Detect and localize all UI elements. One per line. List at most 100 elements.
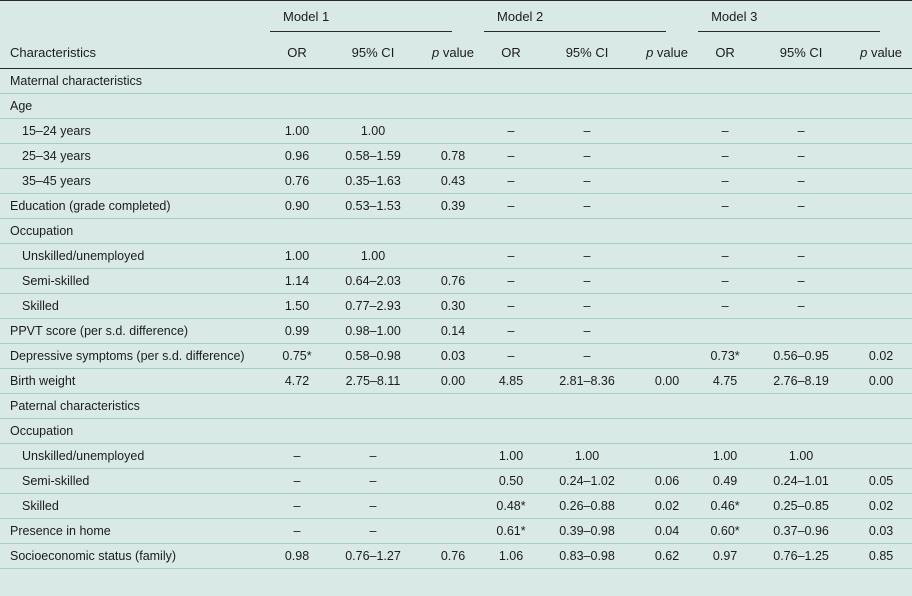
- table-cell: 2.75–8.11: [324, 368, 422, 394]
- characteristic-label: Unskilled/unemployed: [0, 443, 270, 469]
- table-cell: 4.72: [270, 368, 324, 394]
- pvalue-rest: value: [439, 44, 474, 60]
- table-cell: –: [752, 193, 851, 219]
- table-cell: –: [752, 168, 851, 194]
- table-cell: [636, 293, 699, 319]
- table-cell: –: [270, 518, 324, 544]
- table-row: Education (grade completed) 0.90 0.53–1.53…: [0, 193, 912, 219]
- table-cell: 0.04: [636, 518, 699, 544]
- table-cell: –: [698, 268, 753, 294]
- table-cell: 0.00: [636, 368, 699, 394]
- model-2-pvalue-header: p value: [636, 32, 699, 69]
- table-cell: 0.77–2.93: [324, 293, 422, 319]
- table-cell: –: [698, 143, 753, 169]
- table-cell: [422, 243, 485, 269]
- model-1-ci-header: 95% CI: [324, 32, 422, 69]
- table-cell: –: [484, 343, 539, 369]
- table-cell: 2.81–8.36: [538, 368, 637, 394]
- table-cell: 0.37–0.96: [752, 518, 851, 544]
- table-cell: –: [484, 118, 539, 144]
- table-cell: 0.76–1.25: [752, 543, 851, 569]
- table-cell: 0.73*: [698, 343, 753, 369]
- section-label: Occupation: [0, 418, 912, 444]
- table-cell: 0.05: [850, 468, 912, 494]
- table-row: Birth weight 4.72 2.75–8.11 0.00 4.85 2.81–8.…: [0, 368, 912, 394]
- characteristic-label: Presence in home: [0, 518, 270, 544]
- characteristic-label: Education (grade completed): [0, 193, 270, 219]
- table-row: 15–24 years 1.00 1.00– – – –: [0, 118, 912, 144]
- section-label: Occupation: [0, 218, 912, 244]
- table-body: Maternal characteristics Age 15–24 years 1.…: [0, 68, 912, 569]
- table-cell: 0.03: [850, 518, 912, 544]
- table-cell: –: [484, 268, 539, 294]
- table-cell: [850, 293, 912, 319]
- table-cell: –: [538, 318, 637, 344]
- table-cell: 0.85: [850, 543, 912, 569]
- table-cell: –: [538, 343, 637, 369]
- table-header: Model 1 Model 2 Model 3 Characteristics …: [0, 0, 912, 69]
- table-cell: –: [324, 468, 422, 494]
- table-cell: 0.76–1.27: [324, 543, 422, 569]
- table-cell: –: [538, 193, 637, 219]
- table-cell: –: [270, 493, 324, 519]
- model-2-label: Model 2: [484, 9, 667, 32]
- table-cell: 0.53–1.53: [324, 193, 422, 219]
- table-cell: –: [752, 143, 851, 169]
- table-cell: [850, 118, 912, 144]
- table-cell: 0.60*: [698, 518, 753, 544]
- pvalue-italic-p: p: [646, 44, 654, 60]
- table-cell: 0.02: [850, 493, 912, 519]
- table-cell: 1.00: [270, 243, 324, 269]
- table-cell: 0.30: [422, 293, 485, 319]
- model-3-pvalue-header: p value: [850, 32, 912, 69]
- characteristic-label: Semi-skilled: [0, 268, 270, 294]
- table-cell: –: [752, 293, 851, 319]
- table-cell: –: [484, 318, 539, 344]
- table-cell: –: [270, 443, 324, 469]
- table-cell: –: [752, 118, 851, 144]
- table-row: Unskilled/unemployed 1.00 1.00– – – –: [0, 243, 912, 269]
- table-cell: 0.39: [422, 193, 485, 219]
- characteristic-label: 15–24 years: [0, 118, 270, 144]
- table-cell: –: [484, 168, 539, 194]
- model-3-label: Model 3: [698, 9, 881, 32]
- table-cell: [850, 143, 912, 169]
- table-cell: 1.00: [324, 243, 422, 269]
- model-header-spacer: [0, 0, 270, 32]
- table-cell: 0.35–1.63: [324, 168, 422, 194]
- table-cell: [636, 318, 699, 344]
- characteristics-header: Characteristics: [0, 32, 270, 69]
- characteristic-label: Unskilled/unemployed: [0, 243, 270, 269]
- table-row: Socioeconomic status (family) 0.98 0.76–1.…: [0, 543, 912, 569]
- table-cell: 0.98: [270, 543, 324, 569]
- section-row: Occupation: [0, 218, 912, 244]
- table-cell: [636, 143, 699, 169]
- model-1-label: Model 1: [270, 9, 453, 32]
- table-cell: [636, 118, 699, 144]
- table-cell: –: [484, 243, 539, 269]
- table-cell: 1.00: [484, 443, 539, 469]
- table-cell: 1.00: [270, 118, 324, 144]
- table-cell: 0.39–0.98: [538, 518, 637, 544]
- table-cell: 0.62: [636, 543, 699, 569]
- table-row: Presence in home – –0.61* 0.39–0.98 0.04 0.60…: [0, 518, 912, 544]
- pvalue-rest: value: [653, 44, 689, 60]
- table-cell: [636, 243, 699, 269]
- table-cell: –: [538, 143, 637, 169]
- table-cell: –: [752, 268, 851, 294]
- table-cell: 0.75*: [270, 343, 324, 369]
- table-cell: 0.00: [422, 368, 485, 394]
- section-row: Paternal characteristics: [0, 393, 912, 419]
- table-cell: 0.43: [422, 168, 485, 194]
- characteristic-label: 25–34 years: [0, 143, 270, 169]
- section-label: Paternal characteristics: [0, 393, 912, 419]
- table-row: 25–34 years 0.96 0.58–1.59 0.78– – – –: [0, 143, 912, 169]
- table-cell: 0.06: [636, 468, 699, 494]
- section-row: Maternal characteristics: [0, 68, 912, 94]
- table-cell: –: [538, 293, 637, 319]
- table-cell: –: [538, 168, 637, 194]
- table-cell: 0.64–2.03: [324, 268, 422, 294]
- table-cell: [422, 118, 485, 144]
- table-cell: 0.00: [850, 368, 912, 394]
- table-cell: 0.58–1.59: [324, 143, 422, 169]
